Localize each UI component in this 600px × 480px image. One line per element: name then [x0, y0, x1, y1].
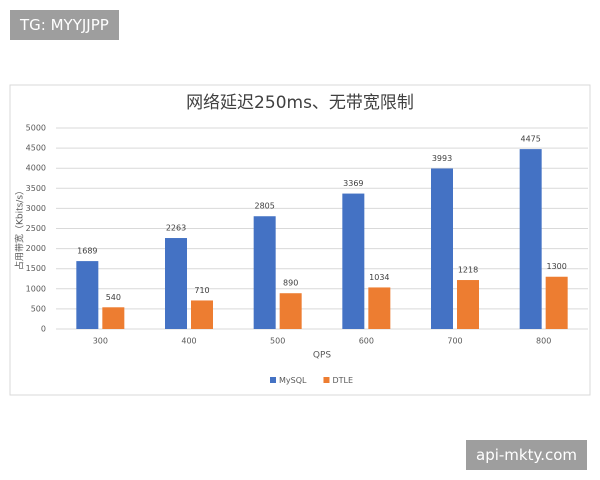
bar [165, 238, 187, 329]
legend-swatch [323, 377, 330, 383]
bar [191, 300, 213, 329]
value-label: 2263 [166, 224, 186, 233]
bar [457, 280, 479, 329]
legend-label: MySQL [279, 376, 307, 385]
y-tick-label: 3000 [26, 204, 46, 213]
bar [545, 276, 568, 329]
value-label: 3369 [343, 179, 363, 188]
value-label: 3993 [432, 154, 452, 163]
watermark: TG: MYYJJPP [10, 10, 119, 40]
chart-frame [9, 84, 591, 396]
y-tick-label: 5000 [26, 124, 46, 133]
value-label: 2805 [254, 202, 274, 211]
x-tick-label: 300 [93, 337, 108, 346]
bar [279, 293, 302, 329]
value-label: 4475 [520, 135, 540, 144]
legend-swatch [270, 377, 276, 383]
value-label: 1300 [546, 262, 566, 271]
x-axis-label: QPS [313, 351, 332, 361]
y-tick-label: 2000 [26, 244, 46, 253]
y-axis-label: 占用带宽（Kbits/s） [14, 186, 26, 270]
legend-label: DTLE [332, 376, 353, 385]
x-tick-label: 500 [270, 337, 285, 346]
y-tick-label: 1500 [26, 264, 46, 273]
x-tick-label: 600 [359, 337, 374, 346]
value-label: 540 [106, 293, 121, 302]
value-label: 710 [194, 286, 209, 295]
bar [102, 307, 125, 329]
chart-title: 网络延迟250ms、无带宽限制 [186, 93, 414, 113]
bar [253, 216, 276, 329]
watermark: api-mkty.com [466, 440, 588, 470]
bar [342, 193, 365, 329]
x-tick-label: 400 [181, 337, 196, 346]
y-tick-label: 1000 [26, 284, 46, 293]
bar [368, 287, 391, 329]
x-tick-label: 800 [536, 337, 551, 346]
value-label: 890 [283, 279, 298, 288]
y-tick-label: 4000 [26, 164, 46, 173]
bar [76, 261, 99, 329]
y-tick-label: 2500 [26, 224, 46, 233]
value-label: 1689 [77, 247, 97, 256]
bar [519, 149, 542, 329]
y-tick-label: 0 [41, 325, 46, 334]
x-tick-label: 700 [447, 337, 462, 346]
value-label: 1034 [369, 273, 389, 282]
bar [431, 168, 453, 329]
y-tick-label: 500 [31, 304, 46, 313]
value-label: 1218 [458, 266, 478, 275]
y-tick-label: 3500 [26, 184, 46, 193]
y-tick-label: 4500 [26, 144, 46, 153]
